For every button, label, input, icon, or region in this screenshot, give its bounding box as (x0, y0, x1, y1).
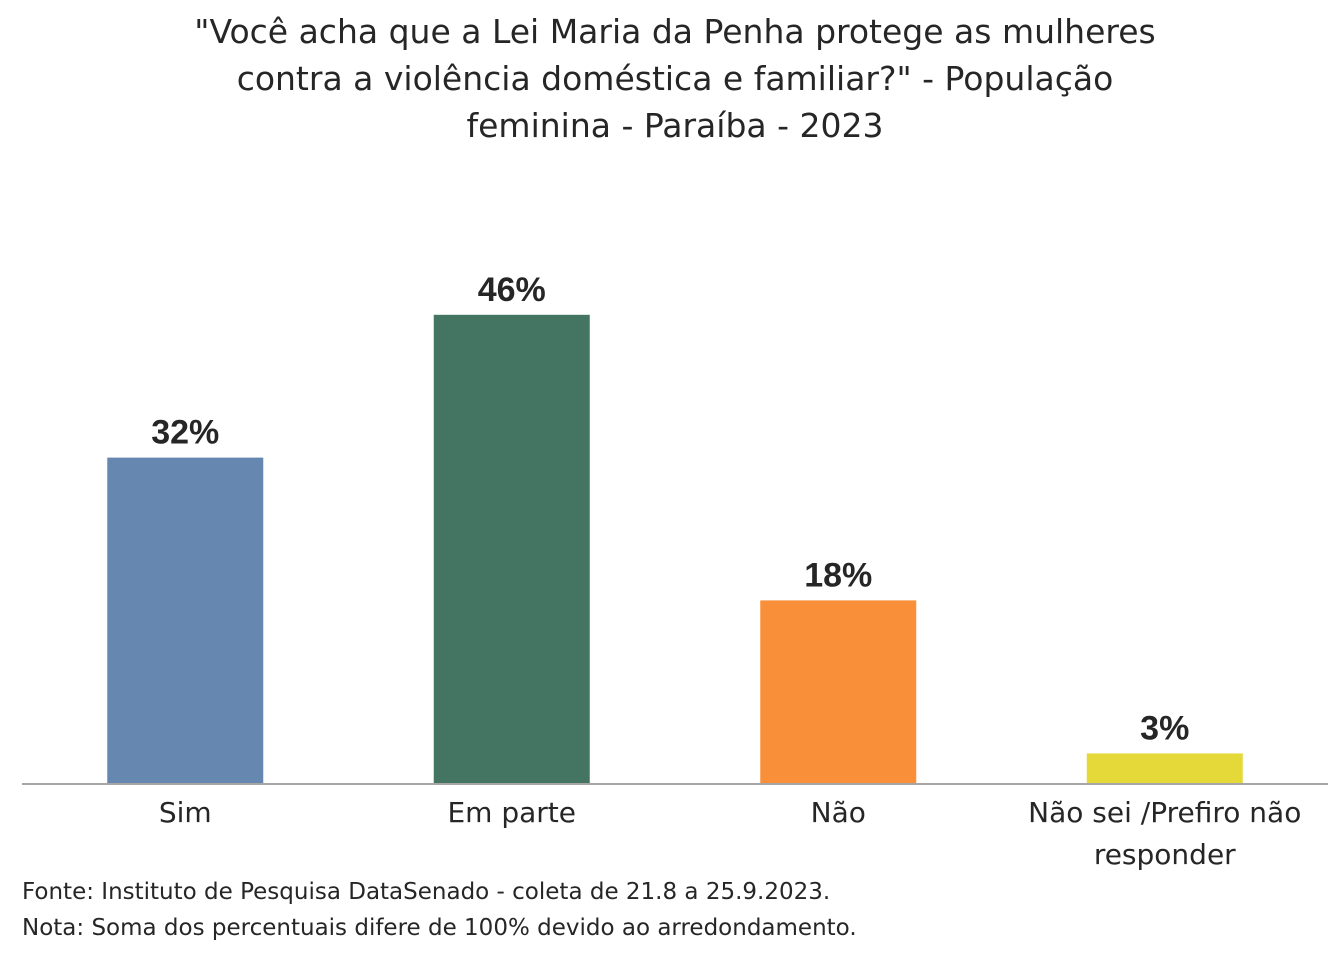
value-label-3: 3% (1140, 709, 1189, 747)
value-label-0: 32% (151, 414, 219, 452)
chart-notes: Fonte: Instituto de Pesquisa DataSenado … (22, 874, 857, 946)
source-note: Fonte: Instituto de Pesquisa DataSenado … (22, 879, 831, 905)
bar-1 (433, 314, 590, 784)
bar-3 (1086, 753, 1243, 784)
chart-title-line-3: feminina - Paraíba - 2023 (466, 106, 884, 145)
chart-title-line-1: "Você acha que a Lei Maria da Penha prot… (194, 12, 1156, 51)
category-label-3: Não sei /Prefiro não responder (1028, 796, 1301, 871)
value-label-2: 18% (804, 556, 872, 594)
category-label-1: Em parte (447, 796, 576, 829)
bar-2 (760, 600, 917, 784)
chart-title-line-2: contra a violência doméstica e familiar?… (236, 59, 1114, 98)
chart-title: "Você acha que a Lei Maria da Penha prot… (100, 8, 1250, 149)
category-label-2: Não (811, 796, 866, 829)
bar-0 (107, 457, 264, 784)
category-label-0: Sim (159, 796, 212, 829)
value-label-1: 46% (478, 271, 546, 309)
rounding-note: Nota: Soma dos percentuais difere de 100… (22, 915, 857, 941)
